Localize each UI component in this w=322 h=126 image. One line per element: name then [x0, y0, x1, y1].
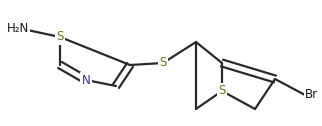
Text: Br: Br: [305, 88, 318, 102]
Text: S: S: [56, 30, 64, 43]
Text: H₂N: H₂N: [7, 22, 29, 35]
Text: S: S: [159, 56, 167, 70]
Text: S: S: [218, 85, 226, 98]
Text: N: N: [81, 73, 90, 87]
